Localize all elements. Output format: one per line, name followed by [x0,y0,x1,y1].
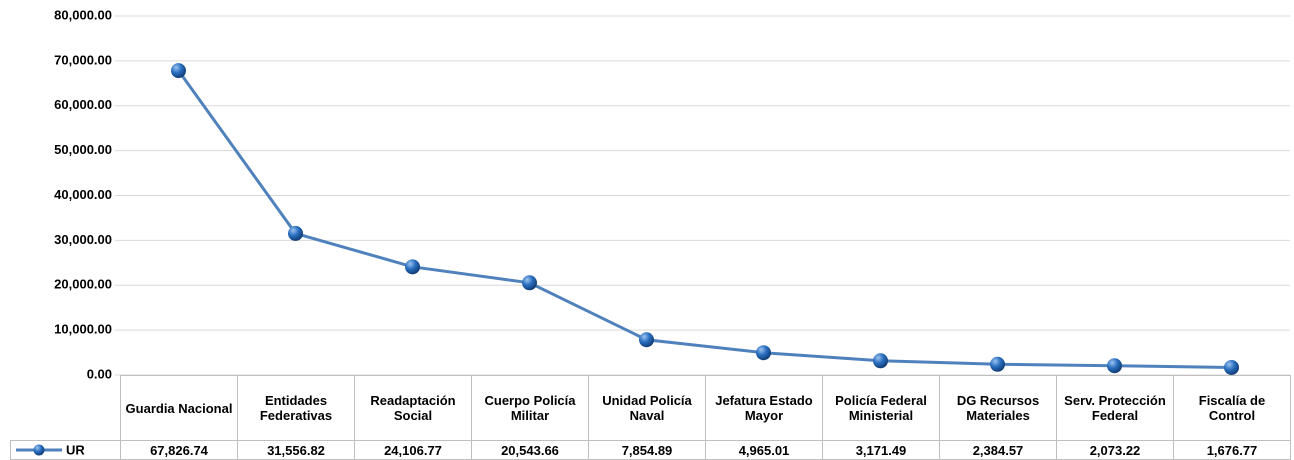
legend-cell [10,440,121,460]
marker [756,345,771,361]
data-label: 2,384.57 [939,440,1057,460]
x-tick-label: Jefatura Estado Mayor [705,375,823,441]
y-tick-label: 70,000.00 [54,52,112,67]
x-tick-label: Serv. Protección Federal [1056,375,1174,441]
line [177,69,1232,369]
y-tick-label: 60,000.00 [54,97,112,112]
data-label: 1,676.77 [1173,440,1291,460]
marker [990,356,1005,372]
data-label: 24,106.77 [354,440,472,460]
y-tick-label: 80,000.00 [54,7,112,22]
y-tick-label: 30,000.00 [54,232,112,247]
x-tick-label: Fiscalía de Control [1173,375,1291,441]
y-tick-label: 0.00 [87,366,112,381]
x-tick-label: DG Recursos Materiales [939,375,1057,441]
marker [288,225,303,241]
data-label: 2,073.22 [1056,440,1174,460]
marker [1107,358,1122,374]
data-label: 31,556.82 [237,440,355,460]
legend-label: UR [66,442,85,457]
marker [639,332,654,348]
y-tick-label: 50,000.00 [54,142,112,157]
x-tick-label: Cuerpo Policía Militar [471,375,589,441]
data-label: 20,543.66 [471,440,589,460]
x-tick-label: Guardia Nacional [120,375,238,441]
y-tick-label: 10,000.00 [54,322,112,337]
x-tick-label: Readaptación Social [354,375,472,441]
x-tick-label: Entidades Federativas [237,375,355,441]
marker [1224,359,1239,375]
marker [171,63,186,79]
data-label: 3,171.49 [822,440,940,460]
data-label: 4,965.01 [705,440,823,460]
marker [873,353,888,369]
data-label: 7,854.89 [588,440,706,460]
data-label: 67,826.74 [120,440,238,460]
x-tick-label: Policía Federal Ministerial [822,375,940,441]
legend-marker [33,444,45,456]
y-tick-label: 40,000.00 [54,187,112,202]
y-tick-label: 20,000.00 [54,277,112,292]
marker [522,275,537,291]
marker [405,259,420,275]
x-tick-label: Unidad Policía Naval [588,375,706,441]
